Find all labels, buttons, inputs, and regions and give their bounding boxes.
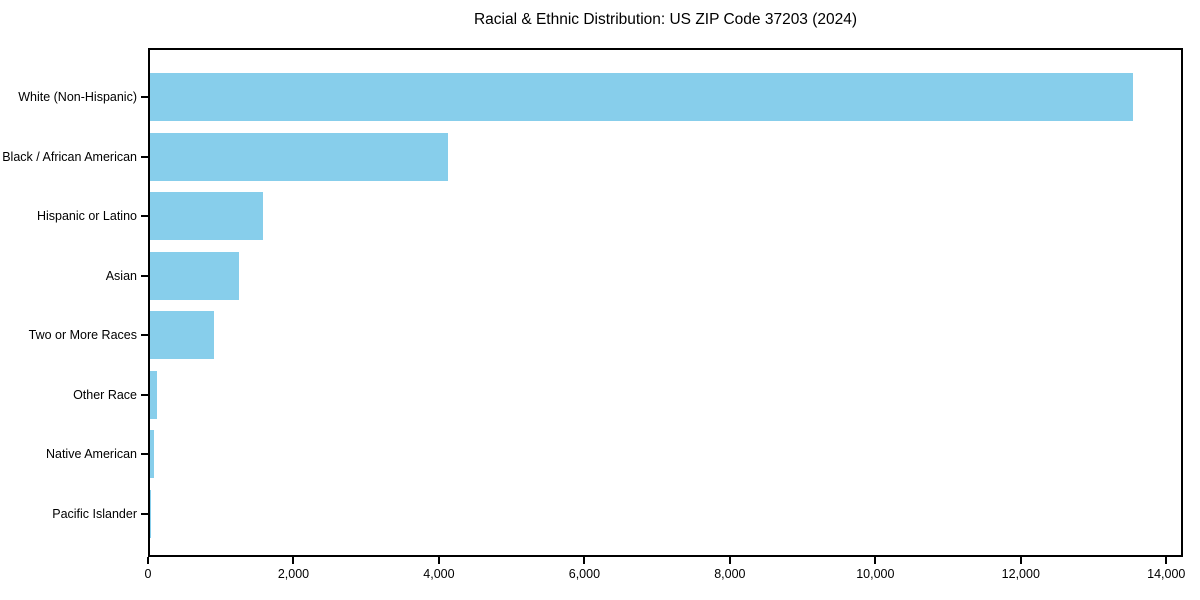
y-tick	[141, 215, 148, 218]
bar-black-african-american	[150, 132, 448, 181]
bar-native-american	[150, 430, 154, 479]
y-axis: White (Non-Hispanic) Black / African Amer…	[0, 48, 148, 557]
y-tick	[141, 393, 148, 396]
bar-asian	[150, 251, 239, 300]
x-tick-label: 14,000	[1147, 567, 1186, 581]
x-tick	[1019, 557, 1022, 564]
y-tick-label: Asian	[105, 268, 137, 283]
x-tick-label: 6,000	[568, 567, 601, 581]
bar-two-or-more-races	[150, 311, 214, 360]
x-tick	[147, 557, 149, 564]
y-tick	[141, 274, 148, 277]
bar-hispanic-or-latino	[150, 192, 264, 241]
y-tick-label: Other Race	[73, 387, 137, 402]
x-tick	[437, 557, 440, 564]
y-tick	[141, 334, 148, 337]
y-tick	[141, 453, 148, 456]
y-tick-label: Pacific Islander	[52, 506, 137, 521]
y-tick	[141, 512, 148, 515]
x-tick	[1165, 557, 1168, 564]
y-tick	[141, 155, 148, 158]
x-tick-label: 8,000	[714, 567, 746, 581]
x-tick-label: 12,000	[1001, 567, 1040, 581]
bar-other-race	[150, 370, 158, 419]
x-tick-label: 0	[144, 567, 152, 581]
y-tick-label: Black / African American	[2, 149, 137, 164]
y-tick	[141, 96, 148, 98]
bar-white-non-hispanic	[150, 73, 1134, 121]
y-tick-label: Hispanic or Latino	[36, 209, 137, 224]
x-tick	[728, 557, 731, 564]
x-tick	[874, 557, 877, 564]
y-tick-label: White (Non-Hispanic)	[18, 90, 137, 104]
x-tick	[583, 557, 586, 564]
y-tick-label: Native American	[45, 447, 137, 462]
x-tick-label: 10,000	[856, 567, 895, 581]
chart-title: Racial & Ethnic Distribution: US ZIP Cod…	[473, 11, 858, 28]
x-axis: 0 2,000 4,000 6,000 8,000 10,000 12,000 14,000	[145, 557, 1185, 593]
y-tick-label: Two or More Races	[28, 328, 137, 343]
x-tick-label: 2,000	[277, 567, 310, 581]
x-tick	[292, 557, 295, 564]
x-tick-label: 4,000	[423, 567, 455, 581]
plot-area	[148, 48, 1183, 557]
